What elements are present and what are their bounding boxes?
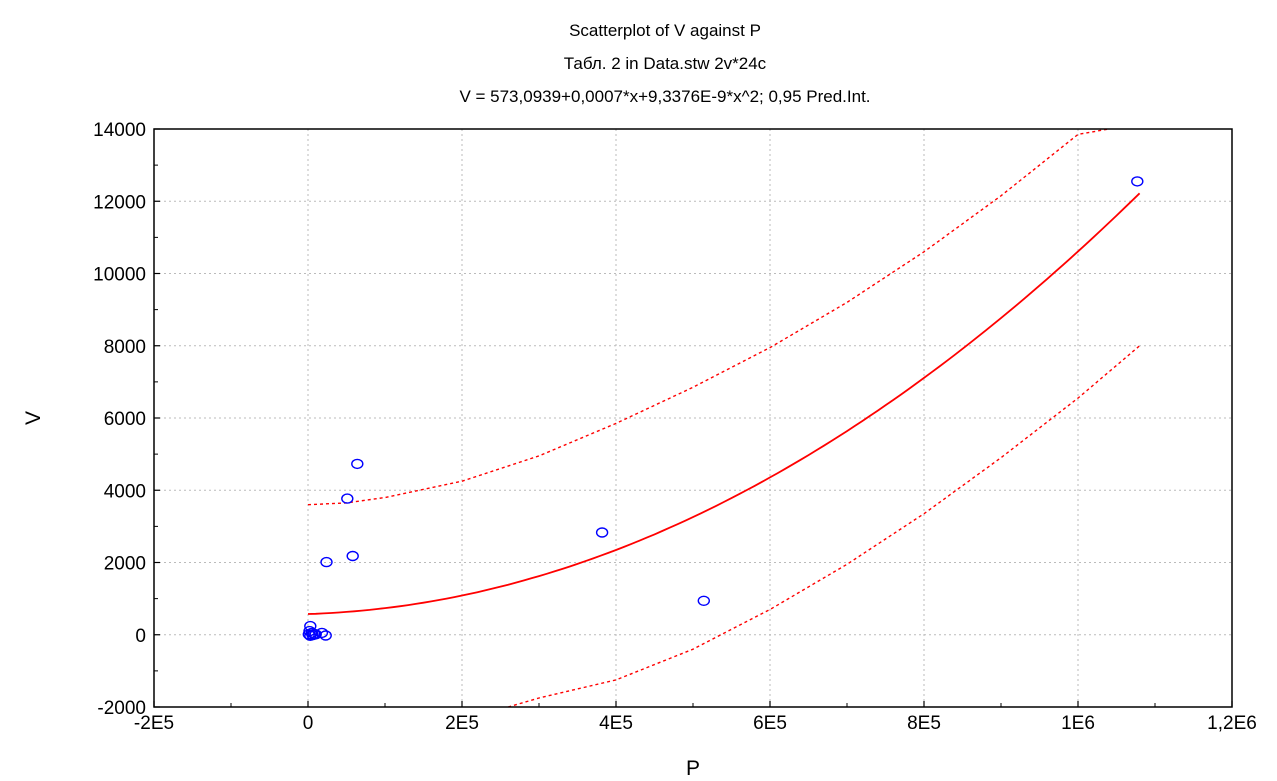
x-tick-label: 4E5 [599,713,633,734]
y-tick-label: 0 [135,626,146,647]
data-point [595,527,609,538]
y-tick-label: 12000 [93,192,146,213]
y-tick-label: 4000 [104,481,146,502]
data-point [341,493,354,504]
x-axis-label: P [686,757,700,780]
x-tick-label: 6E5 [753,713,787,734]
prediction-interval-upper [307,128,1109,506]
data-point [351,458,364,470]
chart-subtitle: Табл. 2 in Data.stw 2v*24c [564,54,767,73]
data-point [697,595,710,606]
y-tick-label: 14000 [93,120,146,141]
x-tick-label: 8E5 [907,713,941,734]
data-point [306,629,319,641]
y-axis-label: V [22,411,45,425]
data-point [315,627,329,639]
grid-layer [154,129,1232,707]
x-tick-label: -2E5 [134,713,174,734]
fit-line-layer [307,192,1141,615]
y-tick-label: -2000 [97,698,146,719]
data-point [1131,176,1144,187]
y-tick-label: 6000 [104,409,146,430]
prediction-interval-lower [508,345,1141,708]
chart-title: Scatterplot of V against P [569,21,761,40]
data-point [319,630,332,641]
data-point [346,550,359,562]
x-tick-label: 0 [303,713,314,734]
data-point [320,556,333,568]
x-tick-label: 1E6 [1061,713,1095,734]
y-tick-label: 10000 [93,265,146,286]
chart-equation: V = 573,0939+0,0007*x+9,3376E-9*x^2; 0,9… [459,87,870,106]
x-tick-label: 2E5 [445,713,479,734]
data-points-layer [302,176,1144,641]
ticks-layer: -2E5 0 2E5 4E5 6E5 8E5 1E6 1,2E6 -2000 0 2000 4000 6… [93,120,1257,734]
x-tick-label: 1,2E6 [1207,713,1257,734]
y-tick-label: 8000 [104,337,146,358]
fit-line [307,192,1141,615]
y-tick-label: 2000 [104,554,146,575]
prediction-interval-layer [307,128,1141,708]
